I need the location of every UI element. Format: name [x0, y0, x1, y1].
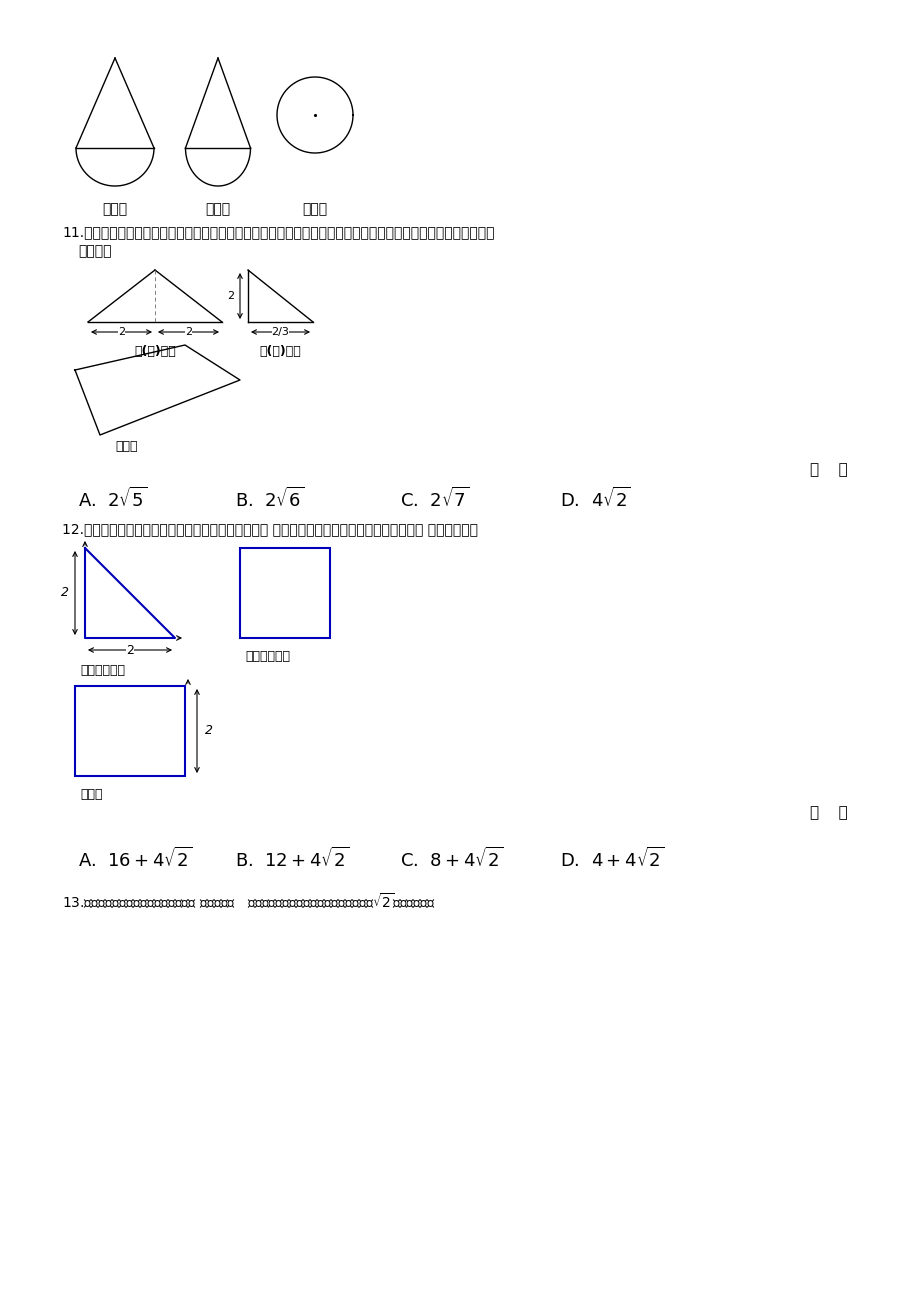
Text: （    ）: （ ） [809, 805, 846, 820]
Text: 2/3: 2/3 [271, 327, 289, 337]
Text: 2: 2 [185, 327, 192, 337]
Text: D.  $4\sqrt{2}$: D. $4\sqrt{2}$ [560, 487, 630, 512]
Text: 俯视图: 俯视图 [80, 788, 102, 801]
Text: 正(主)视图: 正(主)视图 [134, 345, 176, 358]
Text: 2: 2 [61, 586, 69, 599]
Text: B.  $12+4\sqrt{2}$: B. $12+4\sqrt{2}$ [234, 848, 349, 871]
Text: A.  $2\sqrt{5}$: A. $2\sqrt{5}$ [78, 487, 147, 512]
Bar [240, 548, 330, 638]
Text: 2: 2 [205, 724, 213, 737]
Text: 正（主）视图: 正（主）视图 [80, 664, 125, 677]
Text: A.  $16+4\sqrt{2}$: A. $16+4\sqrt{2}$ [78, 848, 192, 871]
Text: 侧（左）视图: 侧（左）视图 [244, 650, 289, 663]
Text: （    ）: （ ） [809, 462, 846, 477]
Text: 2: 2 [227, 292, 233, 301]
Text: 左视图: 左视图 [205, 202, 231, 216]
Text: D.  $4+4\sqrt{2}$: D. $4+4\sqrt{2}$ [560, 848, 664, 871]
Text: 12.（北京市通州区高三上学期期末考试理科数学试题 ）一个几何体的三视图如图所示，该几何 体的表面积是: 12.（北京市通州区高三上学期期末考试理科数学试题 ）一个几何体的三视图如图所示… [62, 522, 478, 536]
Text: 2: 2 [126, 643, 134, 656]
Text: 俯视图: 俯视图 [302, 202, 327, 216]
Text: 侧(左)视图: 侧(左)视图 [259, 345, 301, 358]
Text: 13.（北京市丰台区高三上学期期末考试 数学理试题   ）如图，某三棱锥的三视图都是直角边为$\sqrt{2}$的等腰直角三: 13.（北京市丰台区高三上学期期末考试 数学理试题 ）如图，某三棱锥的三视图都是… [62, 892, 436, 911]
Text: 11.（北京市西城区高三上学期期末考试数学理科试题）某四面体的三视图如图所示，该四面体的六条棱的长度中，: 11.（北京市西城区高三上学期期末考试数学理科试题）某四面体的三视图如图所示，该… [62, 225, 494, 240]
Text: B.  $2\sqrt{6}$: B. $2\sqrt{6}$ [234, 487, 304, 512]
Text: C.  $2\sqrt{7}$: C. $2\sqrt{7}$ [400, 487, 469, 512]
Text: C.  $8+4\sqrt{2}$: C. $8+4\sqrt{2}$ [400, 848, 503, 871]
Text: 俯视图: 俯视图 [115, 440, 137, 453]
Bar [75, 686, 185, 776]
Text: 最大的是: 最大的是 [78, 243, 111, 258]
Text: 主视图: 主视图 [102, 202, 128, 216]
Text: 2: 2 [118, 327, 125, 337]
